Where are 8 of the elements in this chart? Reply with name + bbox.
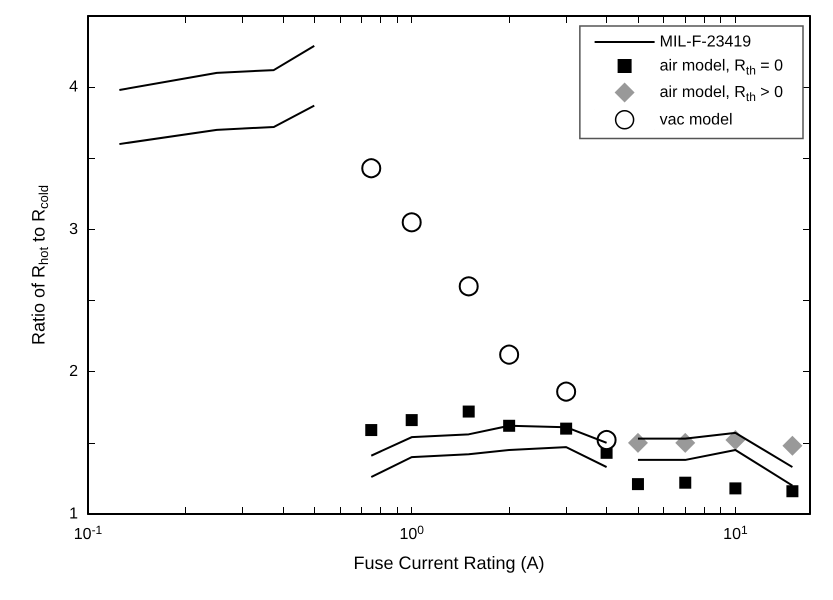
legend-label: vac model xyxy=(660,111,733,128)
y-tick-label: 3 xyxy=(69,220,78,238)
y-tick-label: 1 xyxy=(69,506,78,522)
y-tick-label: 2 xyxy=(69,363,78,380)
legend-label: MIL-F-23419 xyxy=(660,34,752,50)
y-axis-title: Ratio of Rhot to Rcold xyxy=(28,185,51,345)
y-tick-label: 4 xyxy=(69,78,78,96)
x-axis-title: Fuse Current Rating (A) xyxy=(353,553,545,573)
